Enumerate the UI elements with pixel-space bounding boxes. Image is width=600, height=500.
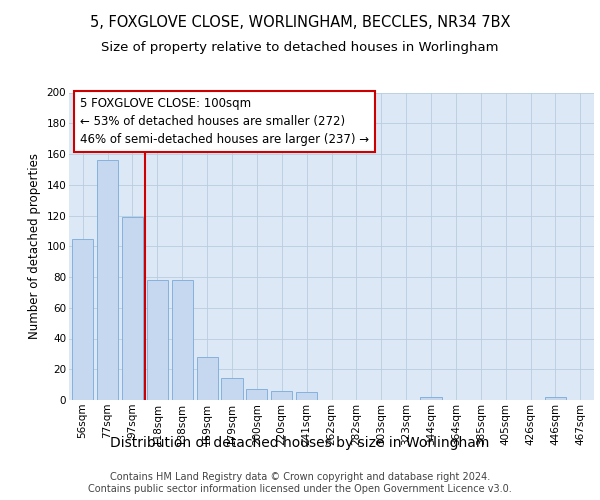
Text: Contains HM Land Registry data © Crown copyright and database right 2024.
Contai: Contains HM Land Registry data © Crown c… [88,472,512,494]
Bar [172,280,193,400]
Bar [147,280,168,400]
Bar [271,391,292,400]
Bar [221,378,242,400]
Bar [72,238,93,400]
Bar [296,392,317,400]
Text: 5, FOXGLOVE CLOSE, WORLINGHAM, BECCLES, NR34 7BX: 5, FOXGLOVE CLOSE, WORLINGHAM, BECCLES, … [90,15,510,30]
Text: Size of property relative to detached houses in Worlingham: Size of property relative to detached ho… [101,41,499,54]
Text: Distribution of detached houses by size in Worlingham: Distribution of detached houses by size … [110,436,490,450]
Y-axis label: Number of detached properties: Number of detached properties [28,153,41,339]
Bar [545,397,566,400]
Bar [97,160,118,400]
Bar [421,397,442,400]
Bar [246,389,268,400]
Bar [122,217,143,400]
Bar [197,357,218,400]
Text: 5 FOXGLOVE CLOSE: 100sqm
← 53% of detached houses are smaller (272)
46% of semi-: 5 FOXGLOVE CLOSE: 100sqm ← 53% of detach… [79,97,368,146]
